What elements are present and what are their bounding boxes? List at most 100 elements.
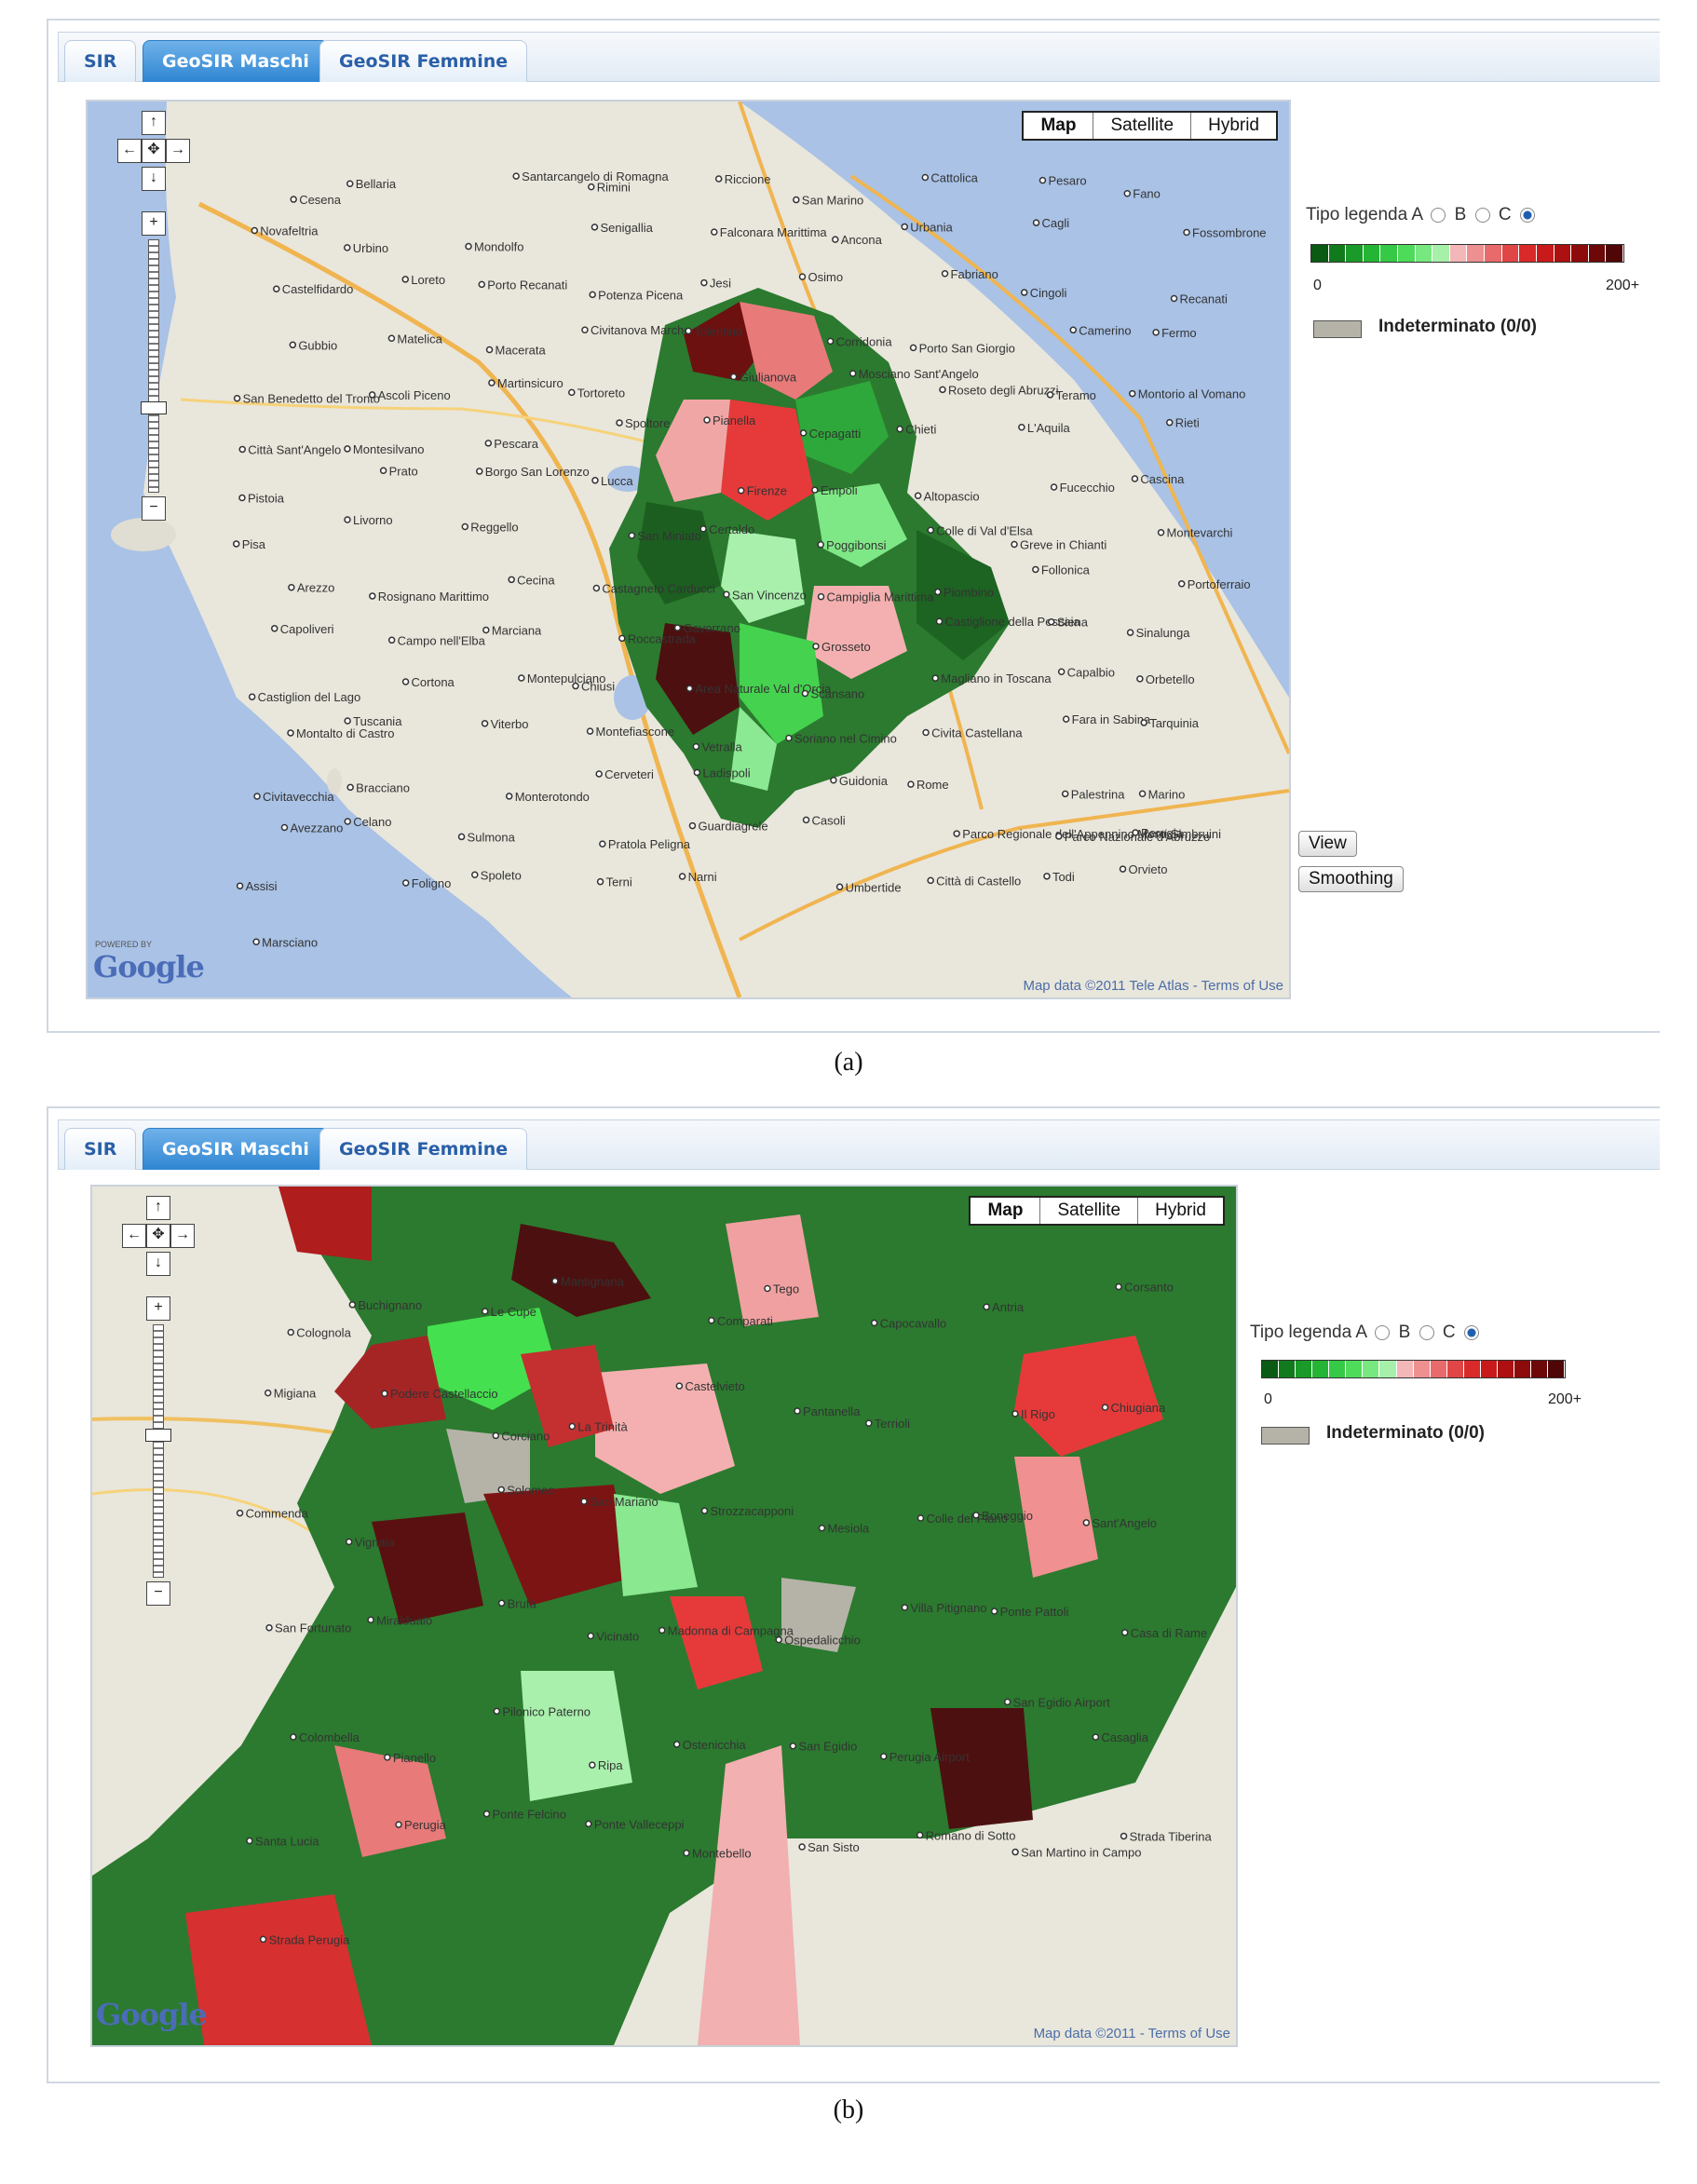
zoom-slider-handle[interactable]	[141, 401, 167, 414]
place-label: Boneggio	[982, 1509, 1033, 1523]
place-label: L'Aquila	[1027, 421, 1071, 435]
road-a24	[739, 789, 1289, 942]
place-marker-icon	[870, 1319, 878, 1327]
map-attribution[interactable]: Map data ©2011 - Terms of Use	[1033, 2026, 1230, 2042]
zoom-out-icon[interactable]: −	[142, 496, 166, 521]
map-view[interactable]: Colognola Buchignano Le Cupe Mantignana Comp…	[90, 1185, 1238, 2047]
legend-radio-b[interactable]	[1419, 1324, 1434, 1340]
pan-right-icon[interactable]: →	[166, 139, 190, 163]
place-marker-icon	[672, 1741, 681, 1748]
place-label: Strozzacapponi	[710, 1504, 794, 1518]
place-label: Montorio al Vomano	[1138, 387, 1246, 401]
place-marker-icon	[252, 938, 260, 946]
place-label: Cerveteri	[604, 767, 654, 781]
zoom-slider[interactable]	[153, 1324, 164, 1578]
place-marker-icon	[457, 833, 466, 841]
legend-radio-a[interactable]	[1431, 207, 1446, 223]
place-marker-icon	[270, 625, 278, 632]
place-marker-icon	[1128, 389, 1136, 398]
place-label: Brufa	[508, 1596, 537, 1610]
place-marker-icon	[1055, 833, 1063, 840]
place-marker-icon	[379, 467, 387, 475]
zoom-in-icon[interactable]: +	[146, 1296, 170, 1321]
tab-geosir-maschi[interactable]: GeoSIR Maschi	[143, 40, 329, 82]
place-label: Jesi	[710, 277, 731, 291]
place-marker-icon	[236, 882, 244, 889]
place-label: Cortona	[412, 675, 455, 689]
legend-swatch	[1531, 1361, 1549, 1377]
legend-radio-b[interactable]	[1474, 207, 1490, 223]
pan-center-icon[interactable]: ✥	[146, 1224, 170, 1248]
pan-down-icon[interactable]: ↓	[142, 167, 166, 191]
place-marker-icon	[589, 1761, 596, 1769]
zoom-slider-handle[interactable]	[145, 1429, 171, 1442]
place-marker-icon	[344, 244, 351, 251]
place-label: Pesaro	[1048, 174, 1086, 188]
place-marker-icon	[478, 280, 486, 289]
place-marker-icon	[592, 584, 601, 592]
place-marker-icon	[922, 728, 930, 737]
zoom-in-icon[interactable]: +	[142, 211, 166, 236]
pan-center-icon[interactable]: ✥	[142, 139, 166, 163]
place-marker-icon	[551, 1277, 559, 1285]
place-label: Urbania	[910, 220, 953, 234]
map-type-hybrid[interactable]: Hybrid	[1137, 1198, 1223, 1224]
view-button[interactable]: View	[1298, 831, 1357, 857]
place-label: Vetralla	[701, 740, 742, 754]
place-label: Terrioli	[875, 1417, 910, 1431]
map-type-satellite[interactable]: Satellite	[1039, 1198, 1137, 1224]
place-marker-icon	[493, 1707, 501, 1716]
place-marker-icon	[461, 522, 469, 531]
map-type-map[interactable]: Map	[987, 1201, 1024, 1220]
place-marker-icon	[345, 1538, 353, 1546]
place-marker-icon	[290, 1733, 297, 1741]
place-label: Palestrina	[1071, 787, 1126, 801]
place-label: Rosignano Marittimo	[378, 590, 489, 604]
tab-sir[interactable]: SIR	[64, 40, 137, 82]
place-marker-icon	[1032, 565, 1039, 574]
place-marker-icon	[729, 373, 738, 381]
map-canvas[interactable]: Colognola Buchignano Le Cupe Mantignana Comp…	[92, 1187, 1236, 2045]
tab-sir[interactable]: SIR	[64, 1128, 137, 1170]
legend-type-selector: Tipo legenda A B C	[1306, 205, 1539, 225]
place-marker-icon	[628, 532, 636, 539]
pan-up-icon[interactable]: ↑	[142, 111, 166, 135]
tab-geosir-maschi[interactable]: GeoSIR Maschi	[143, 1128, 329, 1170]
place-marker-icon	[909, 344, 917, 352]
smoothing-button[interactable]: Smoothing	[1298, 866, 1404, 892]
place-label: Civitanova Marche	[591, 323, 691, 337]
legend-swatch	[1379, 1361, 1397, 1377]
map-attribution[interactable]: Map data ©2011 Tele Atlas - Terms of Use	[1023, 978, 1283, 994]
place-marker-icon	[700, 278, 708, 287]
place-marker-icon	[465, 242, 472, 251]
place-marker-icon	[673, 624, 682, 631]
zoom-slider[interactable]	[148, 239, 159, 493]
pan-left-icon[interactable]: ←	[122, 1224, 146, 1248]
tab-geosir-femmine[interactable]: GeoSIR Femmine	[319, 40, 528, 82]
place-label: Cattolica	[930, 170, 978, 184]
place-label: Terni	[606, 875, 632, 889]
place-label: Civita Castellana	[931, 726, 1023, 739]
place-marker-icon	[384, 1754, 391, 1761]
map-type-satellite[interactable]: Satellite	[1093, 113, 1190, 139]
place-label: Montesilvano	[353, 442, 425, 456]
legend-radio-c[interactable]	[1519, 207, 1535, 223]
map-type-hybrid[interactable]: Hybrid	[1190, 113, 1276, 139]
place-label: Sant'Angelo	[1092, 1516, 1157, 1530]
pan-up-icon[interactable]: ↑	[146, 1196, 170, 1220]
legend-radio-c[interactable]	[1463, 1324, 1479, 1340]
place-label: Chiugiana	[1111, 1401, 1166, 1415]
map-view[interactable]: Cesena Bellaria Santarcangelo di Romagna Ri…	[86, 100, 1291, 999]
place-label: Sinalunga	[1136, 626, 1191, 640]
pan-left-icon[interactable]: ←	[117, 139, 142, 163]
place-label: Roseto degli Abruzzi	[948, 383, 1059, 397]
place-marker-icon	[798, 273, 807, 280]
pan-down-icon[interactable]: ↓	[146, 1252, 170, 1276]
pan-right-icon[interactable]: →	[170, 1224, 195, 1248]
zoom-out-icon[interactable]: −	[146, 1581, 170, 1606]
tab-geosir-femmine[interactable]: GeoSIR Femmine	[319, 1128, 528, 1170]
place-marker-icon	[344, 717, 351, 725]
map-type-map[interactable]: Map	[1040, 115, 1077, 135]
legend-radio-a[interactable]	[1375, 1324, 1391, 1340]
